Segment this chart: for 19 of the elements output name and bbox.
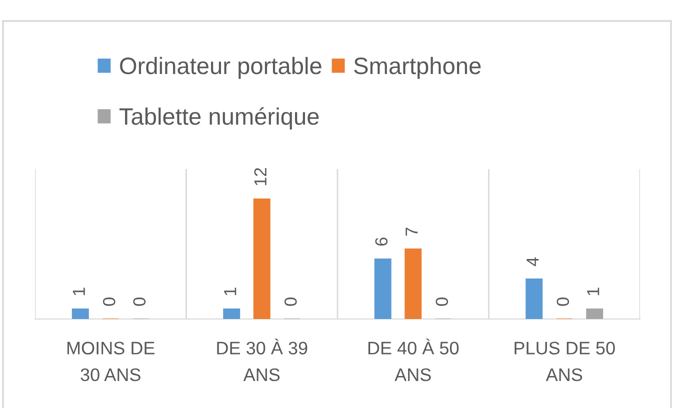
x-tick-label: DE 30 À 39 ANS <box>217 338 308 382</box>
data-label: 6 <box>375 238 388 246</box>
data-label: 0 <box>436 298 448 306</box>
legend-label: Ordinateur portable <box>120 56 322 79</box>
data-label: 0 <box>284 298 297 306</box>
data-label: 12 <box>254 168 266 186</box>
data-label: 1 <box>587 288 600 296</box>
data-label: 0 <box>102 298 116 306</box>
data-label: 1 <box>224 288 236 296</box>
data-label: 1 <box>72 288 85 296</box>
data-label: 0 <box>556 298 570 306</box>
data-label: 4 <box>526 257 539 266</box>
data-label: 7 <box>406 228 418 236</box>
x-tick-label: DE 40 À 50 ANS <box>368 338 459 382</box>
data-label: 0 <box>133 298 146 306</box>
legend-label: Tablette numérique <box>119 107 319 130</box>
legend-label: Smartphone <box>354 56 481 79</box>
x-tick-label: PLUS DE 50 ANS <box>514 342 615 382</box>
x-tick-label: MOINS DE 30 ANS <box>67 342 154 382</box>
